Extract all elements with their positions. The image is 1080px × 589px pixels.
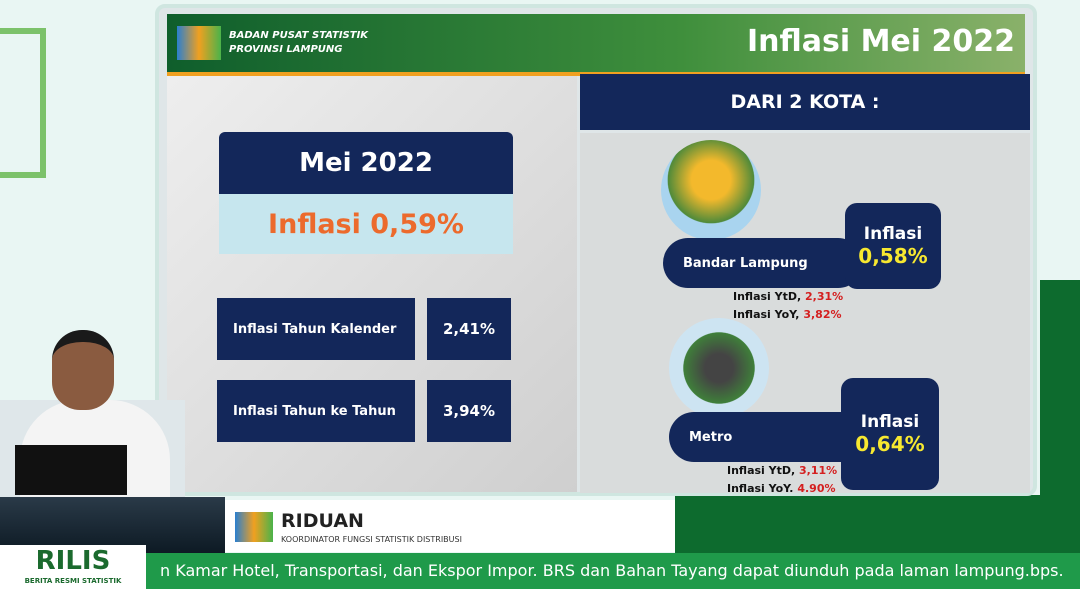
city-inflation-box: Inflasi 0,58% [845,203,941,289]
inflation-label: Inflasi [860,412,920,432]
program-badge: RILIS BERITA RESMI STATISTIK [0,545,146,589]
slide-header: BADAN PUSAT STATISTIK PROVINSI LAMPUNG I… [167,14,1025,72]
row-value: 3,94% [427,380,511,442]
name-plate: RIDUAN KOORDINATOR FUNGSI STATISTIK DIST… [225,500,675,552]
row-label: Inflasi Tahun Kalender [217,298,415,360]
bps-logo [235,512,273,542]
row-value: 2,41% [427,298,511,360]
yoy-value: 4,90% [797,482,836,492]
laptop [15,445,127,495]
ytd-line: Inflasi YtD, 3,11% [727,464,837,477]
green-panel [675,495,1080,555]
ytd-label: Inflasi YtD, [733,290,802,303]
period-box: Mei 2022 [219,132,513,194]
org-name: BADAN PUSAT STATISTIK [229,30,369,41]
yoy-line: Inflasi YoY, 4,90% [727,482,836,492]
yoy-label: Inflasi YoY, [727,482,794,492]
decor-frame [0,28,46,178]
presenter-head [52,330,114,410]
yoy-label: Inflasi YoY, [733,308,800,321]
ytd-value: 2,31% [805,290,844,303]
lower-third-dark [0,497,225,553]
ytd-label: Inflasi YtD, [727,464,796,477]
panel-heading: DARI 2 KOTA : [580,74,1030,130]
city-inflation-box: Inflasi 0,64% [841,378,939,490]
ticker-bar: n Kamar Hotel, Transportasi, dan Ekspor … [0,553,1080,589]
speaker-role: KOORDINATOR FUNGSI STATISTIK DISTRIBUSI [281,535,462,544]
slide: BADAN PUSAT STATISTIK PROVINSI LAMPUNG I… [155,4,1037,496]
org-province: PROVINSI LAMPUNG [229,44,343,55]
city-photo [661,140,761,240]
slide-title: Inflasi Mei 2022 [746,24,1015,59]
row-label: Inflasi Tahun ke Tahun [217,380,415,442]
city-photo [669,318,769,418]
headline-box: Inflasi 0,59% [219,194,513,254]
city-name: Metro [669,412,869,462]
ticker-text: n Kamar Hotel, Transportasi, dan Ekspor … [160,561,1064,580]
program-subtitle: BERITA RESMI STATISTIK [24,577,122,585]
speaker-name: RIDUAN [281,510,364,532]
ytd-line: Inflasi YtD, 2,31% [733,290,843,303]
yoy-line: Inflasi YoY, 3,82% [733,308,842,321]
program-title: RILIS [35,546,111,576]
inflation-value: 0,58% [858,244,928,268]
yoy-value: 3,82% [803,308,842,321]
ytd-value: 3,11% [799,464,838,477]
bps-logo [177,26,221,60]
city-name: Bandar Lampung [663,238,863,288]
inflation-value: 0,64% [855,432,925,456]
inflation-label: Inflasi [863,224,923,244]
